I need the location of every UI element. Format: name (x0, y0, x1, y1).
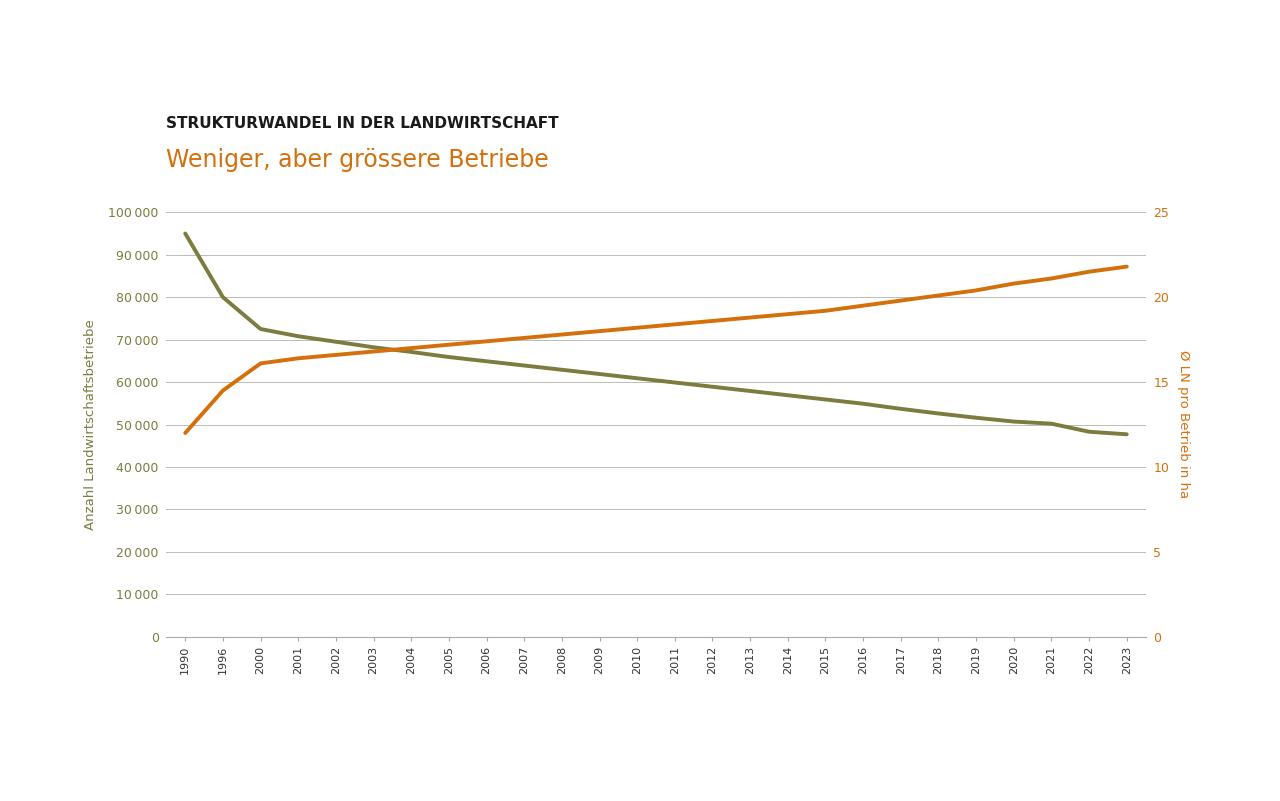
Text: STRUKTURWANDEL IN DER LANDWIRTSCHAFT: STRUKTURWANDEL IN DER LANDWIRTSCHAFT (166, 116, 559, 131)
Y-axis label: Ø LN pro Betrieb in ha: Ø LN pro Betrieb in ha (1176, 351, 1190, 498)
Text: Weniger, aber grössere Betriebe: Weniger, aber grössere Betriebe (166, 148, 549, 172)
Y-axis label: Anzahl Landwirtschaftsbetriebe: Anzahl Landwirtschaftsbetriebe (84, 319, 97, 530)
